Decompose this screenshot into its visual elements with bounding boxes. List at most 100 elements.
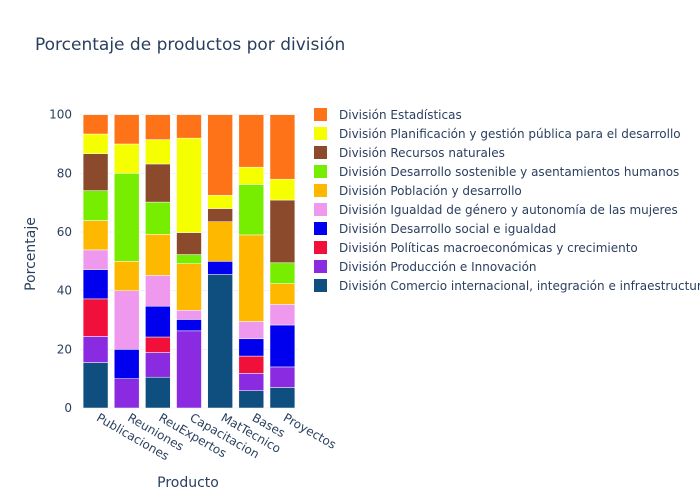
legend-label: División Recursos naturales [339, 146, 505, 160]
legend-label: División Desarrollo sostenible y asentam… [339, 165, 679, 179]
bar-segment [82, 298, 109, 337]
bar-segment [82, 336, 109, 363]
legend-swatch [314, 165, 327, 178]
bar-segment [82, 249, 109, 270]
bar-segment [238, 355, 264, 374]
bar-segment [82, 133, 109, 154]
bars [82, 114, 296, 409]
bar-segment [238, 234, 264, 322]
bar-segment [238, 390, 264, 409]
bar-segment [269, 262, 296, 284]
legend-item[interactable]: División Comercio internacional, integra… [314, 279, 700, 293]
y-tick-label: 20 [57, 342, 72, 356]
bar-segment [114, 378, 140, 409]
bar-segment [269, 387, 296, 409]
legend-item[interactable]: División Población y desarrollo [314, 184, 522, 198]
bar-segment [207, 221, 233, 262]
bar-segment [145, 234, 171, 276]
bar-segment [269, 304, 296, 326]
legend-item[interactable]: División Políticas macroeconómicas y cre… [314, 241, 638, 255]
legend-item[interactable]: División Desarrollo sostenible y asentam… [314, 165, 679, 179]
chart-title: Porcentaje de productos por división [35, 35, 345, 55]
bar-segment [238, 114, 264, 168]
legend-label: División Desarrollo social e igualdad [339, 222, 556, 236]
bar-segment [269, 283, 296, 305]
bar-segment [145, 139, 171, 165]
y-tick-label: 0 [64, 401, 72, 415]
legend-item[interactable]: División Igualdad de género y autonomía … [314, 203, 678, 217]
bar-segment [269, 178, 296, 201]
legend-label: División Población y desarrollo [339, 184, 522, 198]
legend-label: División Políticas macroeconómicas y cre… [339, 241, 638, 255]
bar-segment [82, 114, 109, 135]
bar-segment [207, 274, 233, 409]
legend-item[interactable]: División Estadísticas [314, 108, 462, 122]
legend-item[interactable]: División Producción e Innovación [314, 260, 537, 274]
legend-item[interactable]: División Recursos naturales [314, 146, 505, 160]
legend-swatch [314, 279, 327, 292]
bar-segment [82, 190, 109, 221]
bar-segment [238, 338, 264, 357]
bar-segment [145, 305, 171, 338]
y-tick-label: 80 [57, 166, 72, 180]
x-tick-label: Proyectos [281, 410, 339, 451]
bar-segment [176, 114, 202, 139]
bar-segment [145, 352, 171, 378]
legend-label: División Comercio internacional, integra… [339, 279, 700, 293]
y-tick-label: 60 [57, 225, 72, 239]
y-axis-ticks: 0 20 40 60 80 100 [49, 108, 72, 415]
bar-segment [114, 349, 140, 379]
bar-segment [176, 263, 202, 311]
bar-segment [207, 261, 233, 275]
bar-segment [176, 310, 202, 320]
legend-swatch [314, 203, 327, 216]
bar-segment [114, 173, 140, 262]
bar-segment [176, 319, 202, 332]
bar-segment [176, 254, 202, 264]
bar-segment [238, 166, 264, 185]
legend-label: División Estadísticas [339, 108, 462, 122]
bar-segment [145, 201, 171, 235]
bar-segment [269, 114, 296, 180]
bar-segment [176, 232, 202, 255]
bar-segment [145, 114, 171, 140]
bar-segment [82, 220, 109, 251]
legend-swatch [314, 260, 327, 273]
legend-swatch [314, 222, 327, 235]
bar-segment [176, 330, 202, 409]
bar-segment [114, 114, 140, 145]
bar-segment [114, 290, 140, 350]
y-tick-label: 100 [49, 108, 72, 122]
legend-swatch [314, 127, 327, 140]
bar-segment [207, 114, 233, 196]
bar-segment [207, 195, 233, 209]
y-axis-title: Porcentaje [23, 217, 39, 291]
legend-label: División Igualdad de género y autonomía … [339, 203, 678, 217]
x-axis-ticks: PublicacionesReunionesReuExpertosCapacit… [94, 410, 338, 463]
bar-segment [269, 324, 296, 368]
bar-segment [82, 362, 109, 409]
bar-segment [114, 261, 140, 291]
bar-segment [238, 184, 264, 236]
bar-segment [145, 376, 171, 409]
bar-segment [82, 153, 109, 191]
bar-segment [269, 199, 296, 264]
bar-segment [269, 366, 296, 388]
bar-segment [176, 137, 202, 233]
legend-item[interactable]: División Planificación y gestión pública… [314, 127, 681, 141]
bar-segment [114, 143, 140, 174]
legend-swatch [314, 108, 327, 121]
legend-swatch [314, 146, 327, 159]
legend: División Estadísticas División Planificac… [314, 108, 700, 293]
bar-segment [145, 163, 171, 203]
bar-segment [82, 269, 109, 300]
y-tick-label: 40 [57, 284, 72, 298]
legend-label: División Producción e Innovación [339, 260, 537, 274]
legend-swatch [314, 241, 327, 254]
legend-label: División Planificación y gestión pública… [339, 127, 681, 141]
legend-item[interactable]: División Desarrollo social e igualdad [314, 222, 556, 236]
x-axis-title: Producto [157, 475, 219, 491]
bar-segment [238, 321, 264, 340]
legend-swatch [314, 184, 327, 197]
